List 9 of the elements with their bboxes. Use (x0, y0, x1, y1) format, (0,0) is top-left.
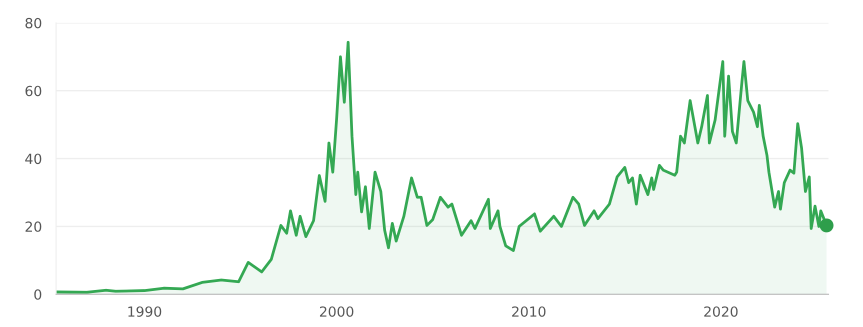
y-tick-label: 60 (26, 86, 42, 96)
y-tick-label: 80 (25, 18, 42, 28)
x-tick-label: 2020 (704, 306, 738, 317)
y-tick-label: 0 (34, 289, 42, 300)
x-tick-label: 1990 (128, 306, 162, 317)
x-tick-label: 2000 (320, 306, 354, 317)
x-tick-label: 2010 (512, 306, 546, 317)
y-tick-label: 20 (26, 221, 42, 232)
y-tick-label: 40 (25, 154, 42, 164)
